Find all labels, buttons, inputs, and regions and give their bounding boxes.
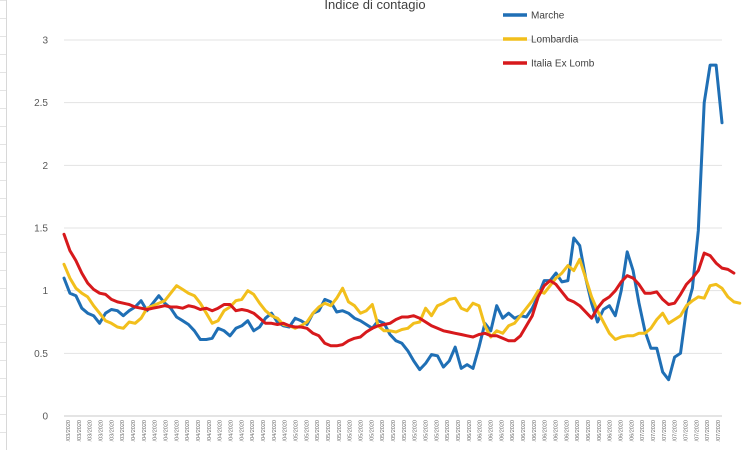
- x-tick-label: /07/2020: [716, 420, 722, 441]
- x-tick-label: /04/2020: [218, 420, 224, 441]
- x-tick-label: /04/2020: [185, 420, 191, 441]
- x-tick-label: /04/2020: [239, 420, 245, 441]
- x-tick-label: /04/2020: [207, 420, 213, 441]
- x-tick-label: /04/2020: [272, 420, 278, 441]
- x-tick-label: /07/2020: [640, 420, 646, 441]
- x-tick-label: /05/2020: [413, 420, 419, 441]
- y-tick-label: 0.5: [34, 349, 48, 360]
- x-tick-label: /04/2020: [283, 420, 289, 441]
- gridlines: [64, 39, 722, 417]
- y-tick-label: 3: [42, 36, 48, 47]
- x-tick-label: /07/2020: [694, 420, 700, 441]
- x-tick-label: /05/2020: [402, 420, 408, 441]
- y-axis-ticks: 0 0.5 1 1.5 2 2.5 3: [34, 36, 48, 423]
- x-tick-label: /04/2020: [196, 420, 202, 441]
- series-line-lombardia: [62, 257, 742, 341]
- x-tick-label: /03/2020: [66, 420, 72, 441]
- x-tick-label: /04/2020: [250, 420, 256, 441]
- x-tick-label: /05/2020: [424, 420, 430, 441]
- x-tick-label: /05/2020: [369, 420, 375, 441]
- x-tick-label: /07/2020: [673, 420, 679, 441]
- x-tick-label: /05/2020: [315, 420, 321, 441]
- x-axis-ticks: /03/2020/03/2020/03/2020/03/2020/03/2020…: [66, 420, 722, 441]
- x-tick-label: /05/2020: [359, 420, 365, 441]
- x-tick-label: /05/2020: [434, 420, 440, 441]
- y-tick-label: 2: [42, 161, 48, 172]
- x-tick-label: /05/2020: [348, 420, 354, 441]
- x-tick-label: /06/2020: [467, 420, 473, 441]
- x-tick-label: /07/2020: [651, 420, 657, 441]
- x-tick-label: /05/2020: [391, 420, 397, 441]
- x-tick-label: /03/2020: [109, 420, 115, 441]
- x-tick-label: /04/2020: [261, 420, 267, 441]
- legend: Marche Lombardia Italia Ex Lomb: [503, 11, 595, 70]
- y-tick-label: 1.5: [34, 224, 48, 235]
- x-tick-label: /05/2020: [456, 420, 462, 441]
- x-tick-label: /06/2020: [554, 420, 560, 441]
- x-tick-label: /05/2020: [326, 420, 332, 441]
- series-line-marche: [62, 63, 724, 382]
- x-tick-label: /06/2020: [564, 420, 570, 441]
- x-tick-label: /04/2020: [164, 420, 170, 441]
- x-tick-label: /06/2020: [499, 420, 505, 441]
- x-tick-label: /05/2020: [304, 420, 310, 441]
- y-tick-label: 2.5: [34, 98, 48, 109]
- spreadsheet-row-edge: [0, 0, 7, 450]
- series-line-italia-ex-lomb: [62, 232, 736, 348]
- x-tick-label: /04/2020: [174, 420, 180, 441]
- legend-label-italia-ex-lomb: Italia Ex Lomb: [531, 59, 595, 70]
- y-tick-label: 1: [42, 286, 48, 297]
- x-tick-label: /06/2020: [489, 420, 495, 441]
- x-tick-label: /07/2020: [684, 420, 690, 441]
- x-tick-label: /07/2020: [705, 420, 711, 441]
- x-tick-label: /06/2020: [532, 420, 538, 441]
- x-tick-label: /03/2020: [77, 420, 83, 441]
- x-tick-label: /05/2020: [445, 420, 451, 441]
- legend-label-marche: Marche: [531, 11, 565, 22]
- x-tick-label: /06/2020: [586, 420, 592, 441]
- x-tick-label: /06/2020: [608, 420, 614, 441]
- x-tick-label: /06/2020: [619, 420, 625, 441]
- x-tick-label: /03/2020: [120, 420, 126, 441]
- legend-label-lombardia: Lombardia: [531, 35, 579, 46]
- x-tick-label: /03/2020: [99, 420, 105, 441]
- x-tick-label: /06/2020: [575, 420, 581, 441]
- chart-title: Indice di contagio: [324, 0, 425, 12]
- x-tick-label: /06/2020: [597, 420, 603, 441]
- x-tick-label: /07/2020: [662, 420, 668, 441]
- y-tick-label: 0: [42, 412, 48, 423]
- x-tick-label: /06/2020: [629, 420, 635, 441]
- x-tick-label: /05/2020: [294, 420, 300, 441]
- x-tick-label: /04/2020: [142, 420, 148, 441]
- series-lines: [62, 63, 742, 382]
- x-tick-label: /05/2020: [380, 420, 386, 441]
- x-tick-label: /04/2020: [153, 420, 159, 441]
- x-tick-label: /06/2020: [510, 420, 516, 441]
- x-tick-label: /06/2020: [478, 420, 484, 441]
- x-tick-label: /06/2020: [543, 420, 549, 441]
- x-tick-label: /04/2020: [229, 420, 235, 441]
- x-tick-label: /04/2020: [131, 420, 137, 441]
- x-tick-label: /06/2020: [521, 420, 527, 441]
- x-tick-label: /05/2020: [337, 420, 343, 441]
- x-tick-label: /03/2020: [88, 420, 94, 441]
